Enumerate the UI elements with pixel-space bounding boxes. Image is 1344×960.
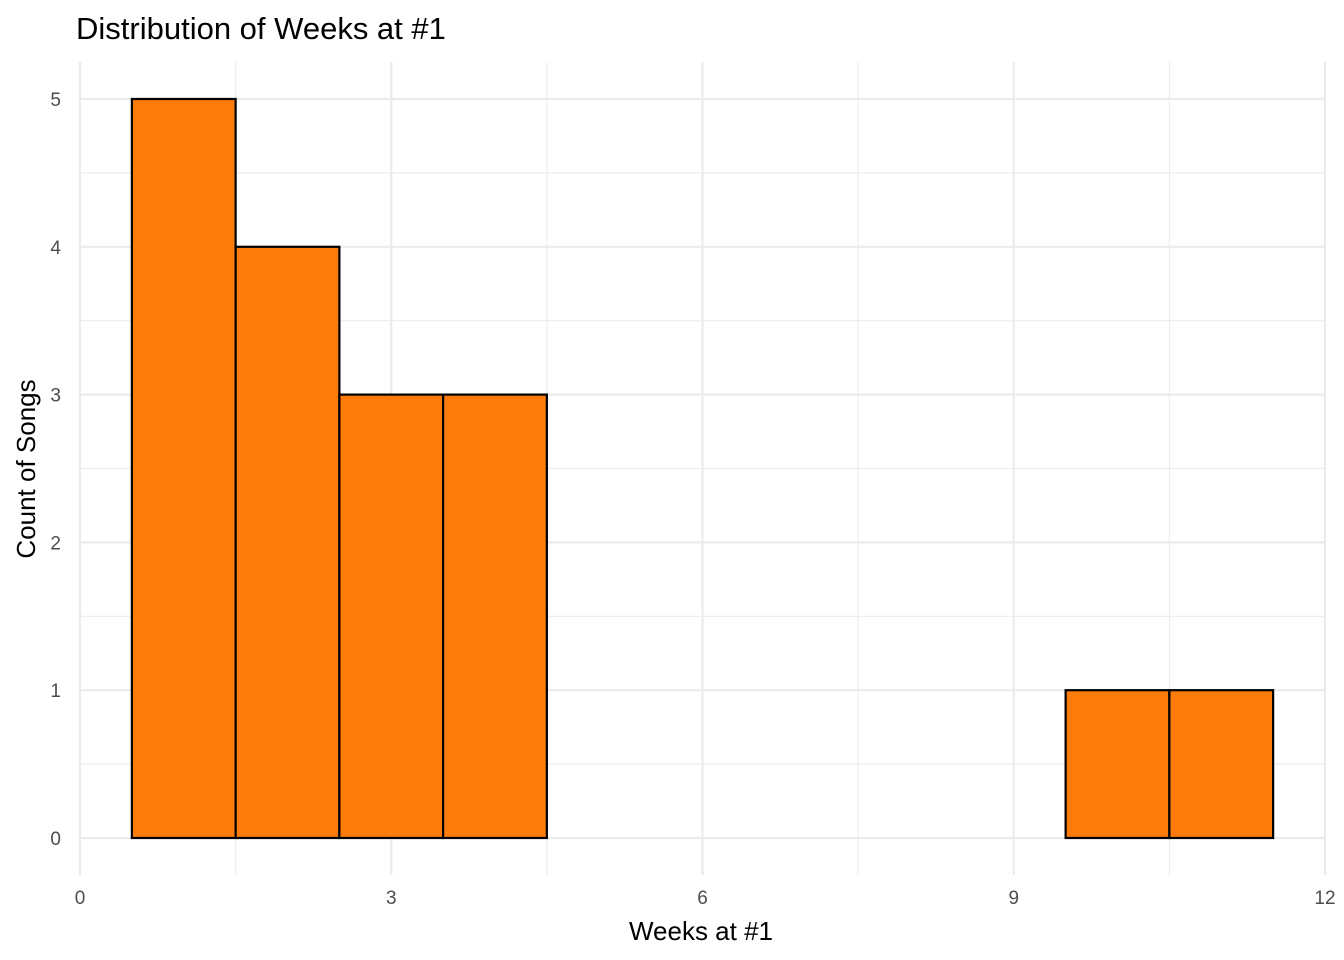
x-axis-title: Weeks at #1	[629, 916, 773, 946]
histogram-bar	[1064, 689, 1171, 840]
bars-layer	[130, 97, 1275, 840]
histogram-bar	[234, 245, 341, 840]
y-tick-label: 2	[50, 533, 61, 554]
y-axis-title: Count of Songs	[11, 379, 41, 558]
histogram-bar	[1168, 689, 1275, 840]
x-tick-label: 3	[386, 888, 397, 909]
y-tick-label: 3	[50, 386, 61, 407]
y-tick-label: 1	[50, 681, 61, 702]
x-tick-label: 12	[1314, 888, 1335, 909]
y-tick-label: 4	[50, 238, 61, 259]
x-tick-label: 9	[1008, 888, 1019, 909]
chart-title: Distribution of Weeks at #1	[76, 11, 446, 46]
x-tick-label: 6	[697, 888, 708, 909]
histogram-bar	[130, 97, 237, 840]
x-tick-label: 0	[75, 888, 86, 909]
y-tick-label: 5	[50, 90, 61, 111]
y-tick-label: 0	[50, 829, 61, 850]
histogram-bar	[442, 393, 548, 840]
y-axis-ticks: 0 1 2 3 4 5	[50, 90, 61, 850]
x-axis-ticks: 0 3 6 9 12	[75, 888, 1336, 909]
histogram-bar	[338, 393, 445, 840]
